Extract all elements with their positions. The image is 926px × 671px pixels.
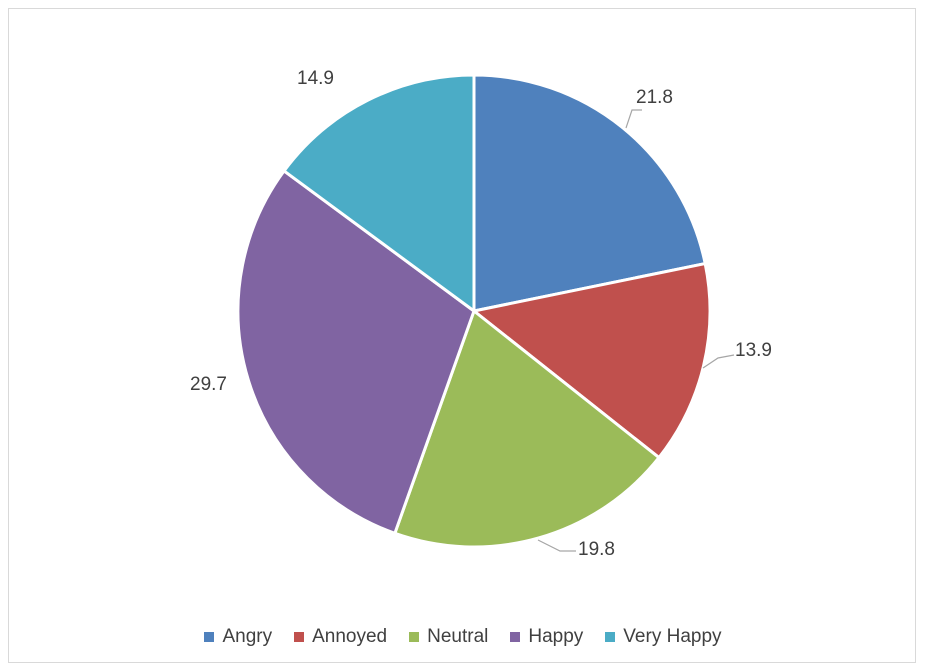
legend-label: Happy xyxy=(528,626,584,647)
legend-swatch xyxy=(605,632,616,642)
legend-label: Angry xyxy=(222,626,273,647)
pie-slices xyxy=(236,73,712,549)
legend-item: Angry xyxy=(204,626,272,648)
legend-swatch xyxy=(510,632,521,642)
pie-slice-neutral xyxy=(393,309,661,549)
legend-label: Very Happy xyxy=(623,626,722,647)
legend: Angry Annoyed Neutral Happy Very Happy xyxy=(0,626,926,648)
pie-slice-angry xyxy=(472,73,707,313)
pie-slice-annoyed xyxy=(472,262,712,460)
legend-swatch xyxy=(204,632,215,642)
legend-item: Annoyed xyxy=(294,626,387,648)
leader-line xyxy=(537,539,576,552)
legend-swatch xyxy=(294,632,305,642)
legend-item: Happy xyxy=(510,626,583,648)
data-label: 14.9 xyxy=(297,68,334,89)
legend-label: Annoyed xyxy=(312,626,388,647)
legend-swatch xyxy=(409,632,420,642)
data-label: 29.7 xyxy=(190,374,227,395)
data-label: 19.8 xyxy=(578,539,615,560)
pie-slice-happy xyxy=(236,169,476,535)
leader-line xyxy=(625,109,642,129)
data-labels: 21.8 13.9 19.8 29.7 14.9 xyxy=(190,68,772,560)
leader-lines xyxy=(537,109,735,552)
data-label: 13.9 xyxy=(735,340,772,361)
leader-line xyxy=(702,354,735,369)
legend-label: Neutral xyxy=(427,626,489,647)
legend-item: Neutral xyxy=(409,626,488,648)
legend-item: Very Happy xyxy=(605,626,722,648)
data-label: 21.8 xyxy=(636,87,673,108)
pie-slice-very-happy xyxy=(282,73,476,313)
